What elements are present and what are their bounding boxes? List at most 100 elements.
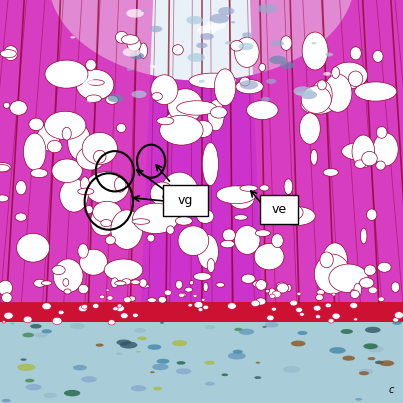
Ellipse shape [131, 280, 140, 285]
Ellipse shape [269, 56, 286, 64]
Ellipse shape [194, 301, 203, 308]
Ellipse shape [202, 143, 218, 186]
Ellipse shape [296, 307, 303, 312]
Text: vg: vg [178, 194, 193, 207]
Ellipse shape [364, 265, 376, 276]
Ellipse shape [203, 305, 209, 310]
Ellipse shape [172, 45, 183, 55]
Ellipse shape [317, 289, 324, 295]
Ellipse shape [127, 37, 141, 51]
Ellipse shape [197, 235, 218, 269]
Ellipse shape [343, 356, 355, 361]
Ellipse shape [96, 343, 104, 347]
Ellipse shape [225, 41, 232, 45]
Polygon shape [250, 0, 403, 302]
Ellipse shape [34, 279, 46, 287]
Polygon shape [0, 0, 153, 302]
Ellipse shape [350, 290, 359, 299]
Ellipse shape [189, 73, 237, 88]
Text: c: c [388, 385, 394, 395]
Ellipse shape [77, 147, 105, 170]
Ellipse shape [107, 296, 113, 300]
Ellipse shape [23, 316, 32, 323]
Ellipse shape [15, 213, 27, 221]
FancyBboxPatch shape [260, 195, 298, 224]
Ellipse shape [178, 226, 209, 256]
Ellipse shape [2, 399, 11, 402]
Ellipse shape [293, 86, 313, 96]
Ellipse shape [117, 304, 122, 307]
Ellipse shape [239, 329, 254, 335]
Ellipse shape [323, 168, 338, 176]
Ellipse shape [101, 220, 112, 226]
Ellipse shape [136, 351, 140, 353]
Ellipse shape [52, 159, 82, 183]
Ellipse shape [17, 364, 35, 371]
Ellipse shape [45, 111, 86, 139]
Ellipse shape [338, 79, 345, 82]
Ellipse shape [157, 359, 170, 364]
Ellipse shape [376, 127, 387, 138]
Ellipse shape [242, 32, 253, 37]
Ellipse shape [87, 99, 94, 102]
Ellipse shape [351, 290, 355, 294]
Ellipse shape [78, 244, 88, 258]
Ellipse shape [123, 48, 140, 56]
Ellipse shape [37, 125, 60, 151]
Ellipse shape [62, 127, 71, 140]
Ellipse shape [35, 332, 47, 338]
Ellipse shape [373, 133, 398, 166]
Ellipse shape [91, 206, 116, 236]
Ellipse shape [141, 285, 150, 288]
Ellipse shape [332, 67, 339, 78]
Ellipse shape [172, 340, 187, 346]
Ellipse shape [120, 341, 137, 349]
Ellipse shape [330, 62, 368, 89]
Ellipse shape [268, 288, 276, 297]
Ellipse shape [325, 52, 333, 56]
Ellipse shape [86, 95, 102, 102]
Ellipse shape [348, 71, 363, 87]
Ellipse shape [255, 230, 270, 237]
Ellipse shape [0, 162, 11, 172]
Ellipse shape [254, 376, 261, 379]
Ellipse shape [208, 100, 224, 131]
Ellipse shape [150, 182, 174, 206]
Ellipse shape [210, 107, 227, 118]
Ellipse shape [25, 384, 42, 391]
Ellipse shape [63, 278, 69, 286]
Ellipse shape [320, 252, 333, 268]
Ellipse shape [299, 313, 304, 316]
Ellipse shape [299, 113, 320, 144]
Ellipse shape [234, 328, 243, 331]
Ellipse shape [45, 60, 88, 88]
Ellipse shape [284, 179, 293, 195]
Ellipse shape [133, 313, 138, 318]
Ellipse shape [4, 312, 13, 319]
Ellipse shape [42, 281, 52, 285]
Ellipse shape [329, 347, 346, 354]
Ellipse shape [151, 75, 178, 105]
Text: ve: ve [271, 203, 287, 216]
Ellipse shape [30, 324, 42, 328]
Ellipse shape [231, 21, 235, 23]
Ellipse shape [164, 290, 172, 295]
Ellipse shape [70, 323, 85, 329]
Ellipse shape [197, 210, 214, 223]
Ellipse shape [265, 322, 278, 328]
Ellipse shape [341, 329, 353, 334]
Ellipse shape [88, 80, 104, 85]
Ellipse shape [81, 376, 97, 382]
Ellipse shape [93, 150, 106, 163]
Ellipse shape [131, 91, 147, 98]
Ellipse shape [193, 120, 213, 137]
Ellipse shape [23, 332, 34, 337]
Ellipse shape [196, 43, 208, 48]
Ellipse shape [0, 50, 17, 58]
Ellipse shape [152, 93, 162, 100]
Ellipse shape [124, 297, 131, 303]
Ellipse shape [316, 294, 323, 301]
Ellipse shape [365, 327, 380, 333]
Polygon shape [0, 294, 403, 322]
Ellipse shape [147, 344, 161, 350]
